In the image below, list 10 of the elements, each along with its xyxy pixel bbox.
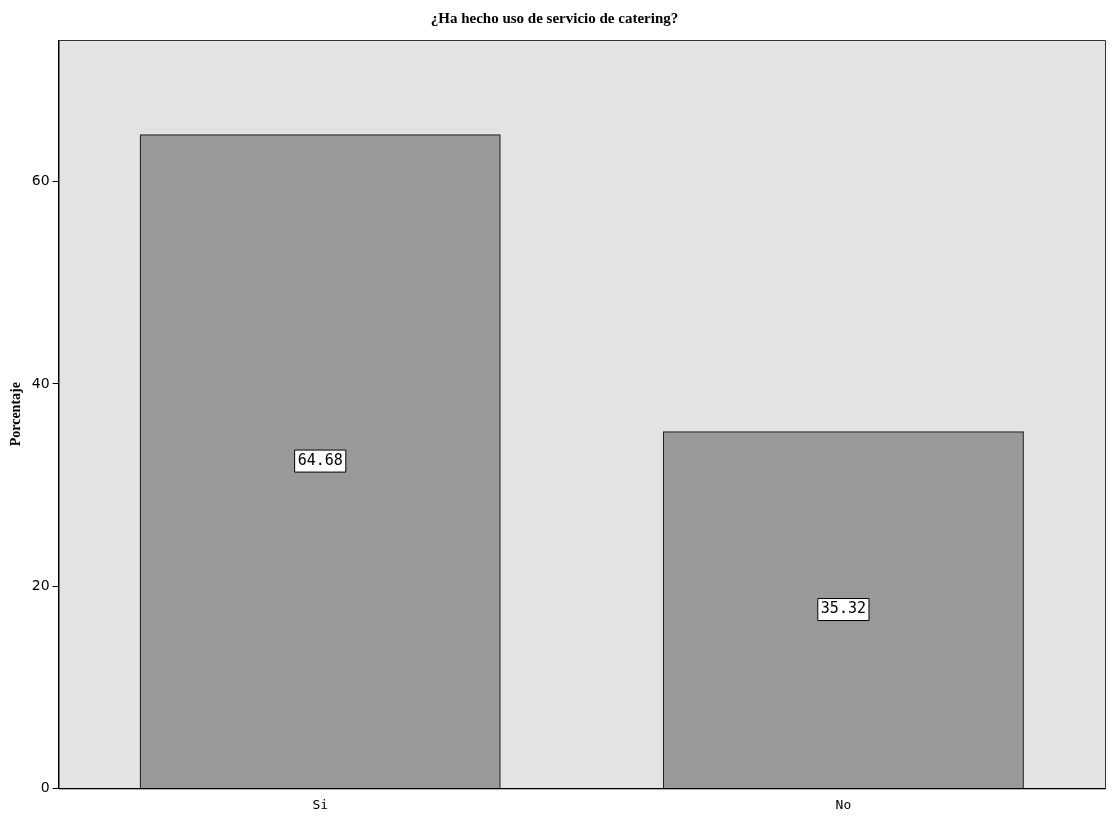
y-tick-label: 60	[31, 172, 50, 189]
y-axis-title: Porcentaje	[8, 382, 24, 447]
y-tick-label: 40	[31, 374, 50, 391]
y-tick-label: 20	[31, 576, 50, 593]
x-tick-label: No	[835, 796, 852, 812]
chart-title: ¿Ha hecho uso de servicio de catering?	[430, 9, 679, 26]
data-label: 35.32	[820, 599, 866, 618]
x-tick-label: Si	[312, 796, 329, 812]
y-tick-label: 0	[40, 779, 50, 796]
data-label: 64.68	[297, 450, 343, 469]
